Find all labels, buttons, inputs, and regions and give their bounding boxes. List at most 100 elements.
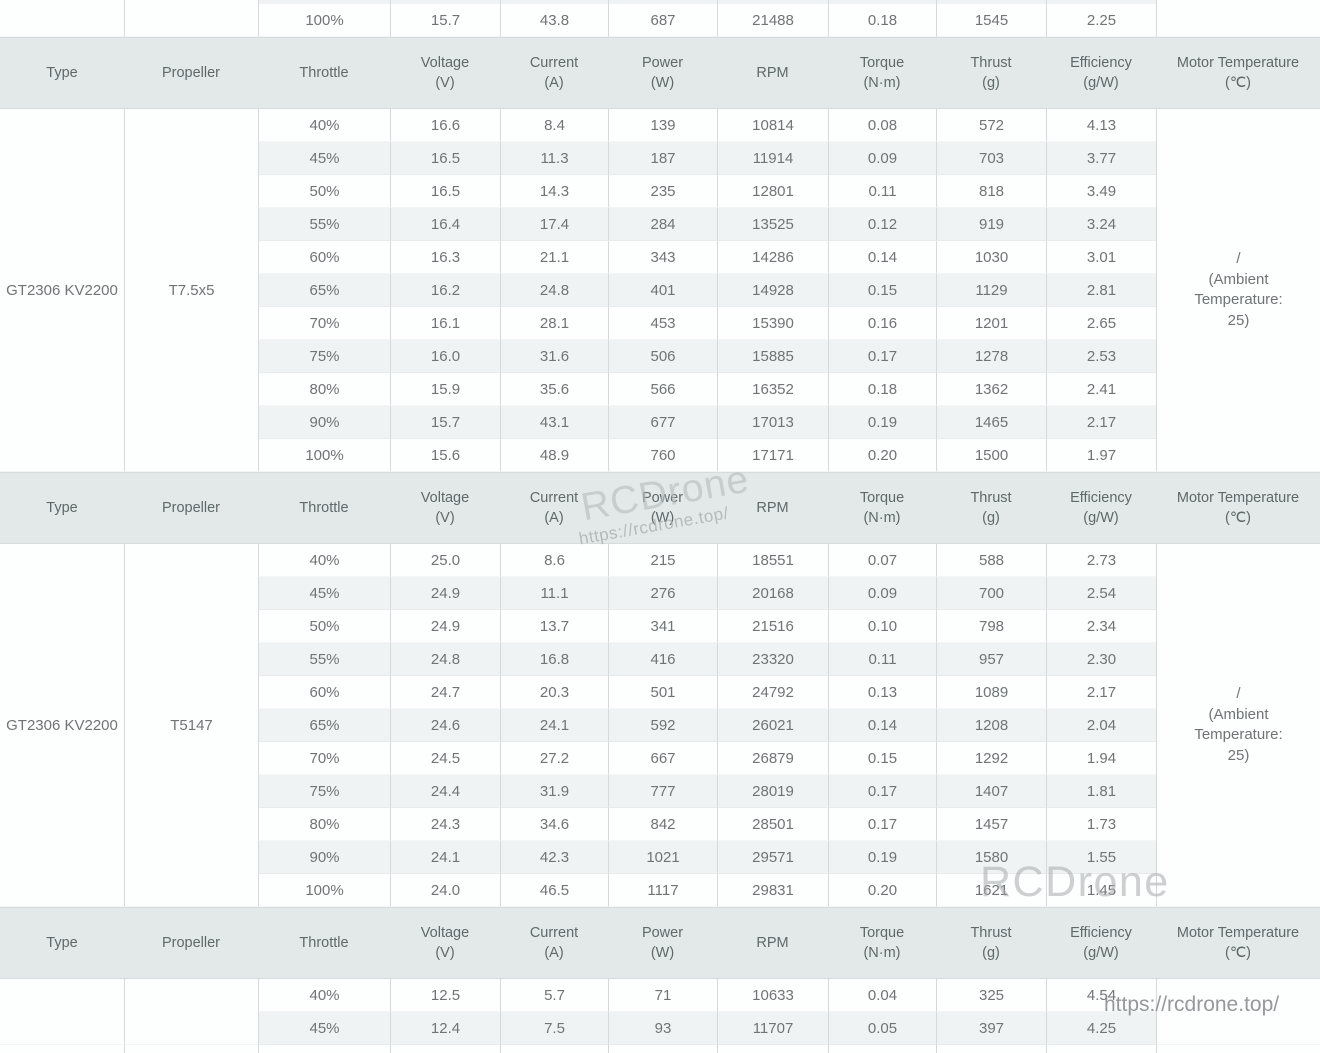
header-cell-motor-temperature: Motor Temperature (℃) — [1156, 908, 1320, 978]
cell-rpm: 15390 — [717, 307, 828, 340]
cell-power: 235 — [608, 175, 717, 208]
header-cell-type: Type — [0, 38, 124, 108]
sliver-cell — [1046, 0, 1156, 4]
cell-torque: 0.20 — [828, 874, 936, 907]
cell-throttle: 50% — [258, 610, 390, 643]
header-unit: (V) — [435, 945, 455, 961]
cell-efficiency: 1.73 — [1046, 808, 1156, 841]
cell-throttle: 55% — [258, 208, 390, 241]
cell-thrust: 798 — [936, 610, 1046, 643]
header-label: Power — [641, 490, 684, 506]
cell-current: 48.9 — [500, 439, 608, 472]
sliver-cell — [1156, 1045, 1320, 1053]
sliver-cell — [124, 0, 258, 4]
cell-current: 7.5 — [500, 1012, 608, 1045]
cell-throttle: 80% — [258, 373, 390, 406]
table-header-row: Type Propeller Throttle Voltage (V) Current (A… — [0, 37, 1320, 109]
header-label: Current — [529, 490, 579, 506]
cell-thrust: 818 — [936, 175, 1046, 208]
header-label: Efficiency — [1070, 55, 1132, 71]
table-header-row: Type Propeller Throttle Voltage (V) Current (A… — [0, 472, 1320, 544]
header-label: Motor Temperature — [1176, 55, 1300, 71]
cell-rpm: 23320 — [717, 643, 828, 676]
cell-thrust: 1407 — [936, 775, 1046, 808]
cell-motor-temperature: / (Ambient Temperature: 25) — [1156, 109, 1320, 472]
cell-current: 16.8 — [500, 643, 608, 676]
cell-efficiency: 3.49 — [1046, 175, 1156, 208]
cell-thrust: 703 — [936, 142, 1046, 175]
header-cell-rpm: RPM — [717, 908, 828, 978]
cell-voltage: 24.6 — [390, 709, 500, 742]
cell-rpm: 14928 — [717, 274, 828, 307]
header-label: Motor Temperature — [1176, 925, 1300, 941]
cell-voltage: 24.7 — [390, 676, 500, 709]
header-unit: (℃) — [1225, 945, 1251, 961]
sliver-cell — [390, 0, 500, 4]
cell-current: 14.3 — [500, 175, 608, 208]
header-cell-type: Type — [0, 473, 124, 543]
cell-thrust: 1580 — [936, 841, 1046, 874]
header-cell-torque: Torque (N·m) — [828, 473, 936, 543]
cell-power: 453 — [608, 307, 717, 340]
header-unit: (g/W) — [1083, 945, 1119, 961]
cell-voltage: 25.0 — [390, 544, 500, 577]
header-unit: (A) — [544, 510, 564, 526]
cell-throttle: 70% — [258, 742, 390, 775]
header-cell-throttle: Throttle — [258, 38, 390, 108]
cell-thrust: 397 — [936, 1012, 1046, 1045]
header-label: Voltage — [420, 925, 470, 941]
sliver-cell — [717, 1045, 828, 1053]
cell-current: 31.9 — [500, 775, 608, 808]
cell-torque: 0.11 — [828, 643, 936, 676]
cell-torque: 0.20 — [828, 439, 936, 472]
cell-power: 71 — [608, 979, 717, 1012]
sliver-cell — [608, 1045, 717, 1053]
cell-voltage: 24.1 — [390, 841, 500, 874]
header-cell-torque: Torque (N·m) — [828, 38, 936, 108]
cell-torque: 0.13 — [828, 676, 936, 709]
cell-current: 11.1 — [500, 577, 608, 610]
cell-throttle: 75% — [258, 775, 390, 808]
cell-efficiency: 2.17 — [1046, 406, 1156, 439]
cell-torque: 0.19 — [828, 406, 936, 439]
header-label: Propeller — [161, 500, 221, 516]
table-section: GT2306 KV2200 T7.5x5 40% 16.6 8.4 139 10814 0.0… — [0, 109, 1320, 472]
cell-torque: 0.10 — [828, 610, 936, 643]
cell-torque: 0.17 — [828, 775, 936, 808]
cell-voltage: 15.7 — [390, 406, 500, 439]
sliver-cell — [936, 1045, 1046, 1053]
cell-thrust: 1208 — [936, 709, 1046, 742]
cell-power: 284 — [608, 208, 717, 241]
cell-propeller — [124, 4, 258, 37]
cell-power: 667 — [608, 742, 717, 775]
table-row-sliver — [0, 1045, 1320, 1053]
header-label: Power — [641, 55, 684, 71]
cell-current: 13.7 — [500, 610, 608, 643]
cell-voltage: 16.4 — [390, 208, 500, 241]
motor-temperature-line: 25) — [1227, 746, 1250, 764]
header-unit: (g) — [982, 75, 1000, 91]
header-cell-torque: Torque (N·m) — [828, 908, 936, 978]
cell-type — [0, 4, 124, 37]
cell-thrust: 957 — [936, 643, 1046, 676]
header-cell-thrust: Thrust (g) — [936, 908, 1046, 978]
cell-current: 24.1 — [500, 709, 608, 742]
cell-throttle: 80% — [258, 808, 390, 841]
cell-rpm: 20168 — [717, 577, 828, 610]
header-unit: (A) — [544, 75, 564, 91]
cell-throttle: 100% — [258, 4, 390, 37]
cell-voltage: 12.4 — [390, 1012, 500, 1045]
header-label: Voltage — [420, 55, 470, 71]
header-label: Torque — [859, 925, 905, 941]
sliver-cell — [1156, 0, 1320, 4]
cell-power: 93 — [608, 1012, 717, 1045]
sliver-cell — [1046, 1045, 1156, 1053]
cell-throttle: 100% — [258, 439, 390, 472]
cell-torque: 0.19 — [828, 841, 936, 874]
cell-thrust: 1545 — [936, 4, 1046, 37]
cell-current: 8.6 — [500, 544, 608, 577]
cell-rpm: 21488 — [717, 4, 828, 37]
cell-voltage: 15.9 — [390, 373, 500, 406]
cell-efficiency: 1.97 — [1046, 439, 1156, 472]
header-label: Throttle — [299, 65, 349, 81]
